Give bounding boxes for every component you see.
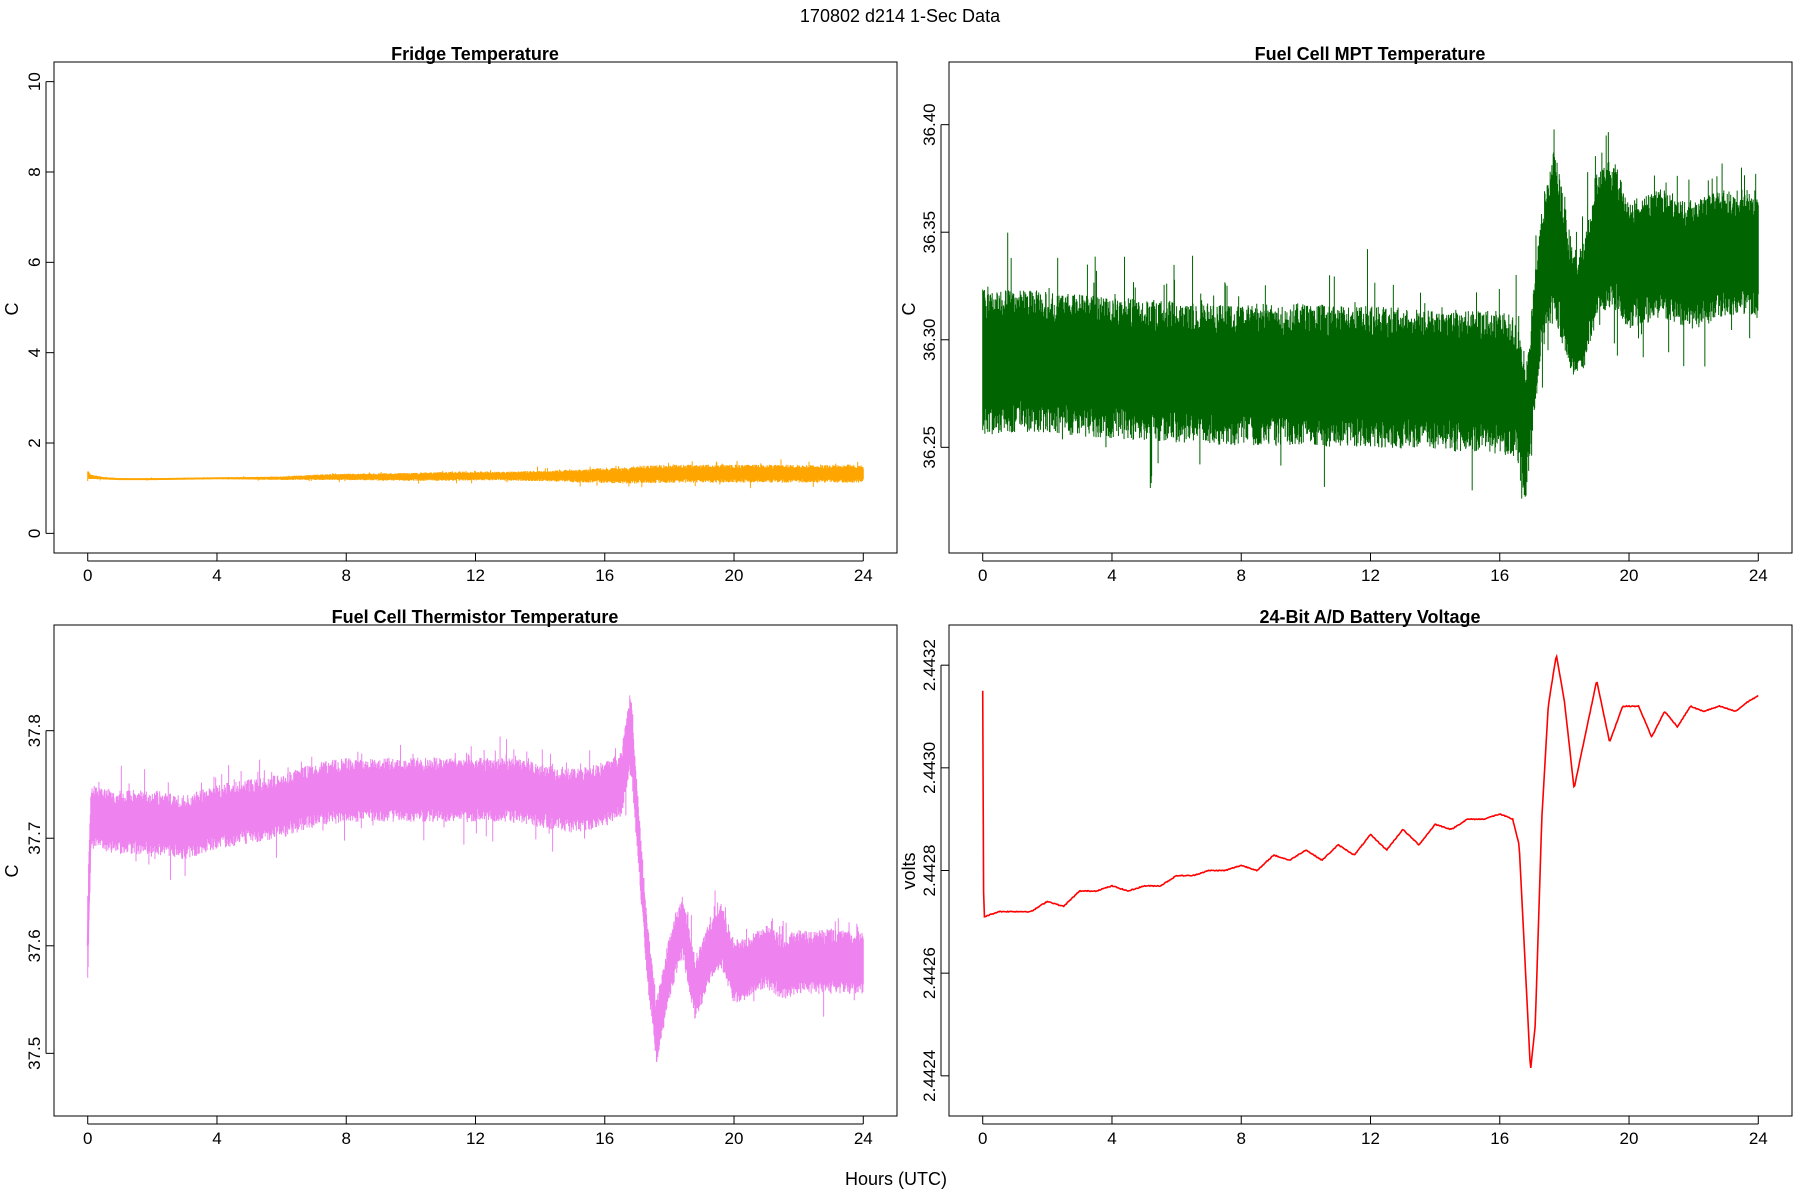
y-tick-label: 2.4428	[920, 845, 939, 897]
y-tick-label: 8	[25, 167, 44, 176]
y-tick-label: 4	[25, 348, 44, 357]
x-tick-label: 16	[1490, 566, 1509, 585]
x-tick-label: 20	[725, 566, 744, 585]
y-axis-label: volts	[899, 852, 919, 889]
series-center-line	[982, 231, 1759, 437]
series-band	[87, 695, 864, 1063]
plot-frame	[948, 624, 1793, 1117]
x-tick-label: 12	[1361, 1129, 1380, 1148]
x-tick-label: 16	[595, 566, 614, 585]
x-tick-label: 0	[83, 566, 92, 585]
plot-frame	[53, 624, 898, 1117]
x-tick-label: 16	[595, 1129, 614, 1148]
y-tick-label: 36.30	[920, 318, 939, 361]
panel-title: Fuel Cell MPT Temperature	[1255, 44, 1486, 64]
panel-battery-voltage: 24-Bit A/D Battery Voltage volts 0 4 8 12 16…	[899, 607, 1793, 1148]
x-tick-label: 4	[1107, 1129, 1116, 1148]
x-tick-label: 8	[1237, 1129, 1246, 1148]
y-tick-label: 37.7	[25, 822, 44, 855]
figure-title: 170802 d214 1-Sec Data	[800, 6, 1001, 26]
x-tick-label: 12	[466, 1129, 485, 1148]
y-tick-label: 36.25	[920, 426, 939, 469]
x-tick-label: 20	[1620, 566, 1639, 585]
series-band	[982, 129, 1759, 499]
panel-fuel-cell-thermistor-temperature: Fuel Cell Thermistor Temperature C 0 4 8 12…	[2, 607, 898, 1148]
y-axis-label: C	[899, 303, 919, 316]
x-tick-label: 20	[1620, 1129, 1639, 1148]
y-tick-label: 2.4430	[920, 742, 939, 794]
x-tick-label: 20	[725, 1129, 744, 1148]
x-tick-label: 8	[342, 566, 351, 585]
x-tick-label: 0	[83, 1129, 92, 1148]
x-tick-label: 4	[212, 1129, 221, 1148]
panel-title: Fridge Temperature	[391, 44, 559, 64]
panel-fuel-cell-mpt-temperature: Fuel Cell MPT Temperature C 0 4 8 12 16 20 24 3…	[899, 44, 1793, 585]
x-tick-label: 24	[1749, 1129, 1768, 1148]
x-tick-label: 0	[978, 1129, 987, 1148]
plot-frame	[948, 61, 1793, 554]
y-tick-label: 2.4424	[920, 1050, 939, 1102]
series-center-line	[87, 472, 864, 481]
x-axis-label: Hours (UTC)	[845, 1169, 947, 1189]
x-tick-label: 24	[854, 1129, 873, 1148]
y-axis-label: C	[2, 303, 22, 316]
y-tick-label: 10	[25, 72, 44, 91]
y-tick-label: 2	[25, 438, 44, 447]
y-tick-label: 36.35	[920, 211, 939, 254]
y-tick-label: 2.4426	[920, 947, 939, 999]
x-tick-label: 8	[342, 1129, 351, 1148]
panel-title: Fuel Cell Thermistor Temperature	[332, 607, 619, 627]
y-tick-label: 36.40	[920, 103, 939, 146]
x-tick-label: 8	[1237, 566, 1246, 585]
x-tick-label: 24	[1749, 566, 1768, 585]
x-tick-label: 4	[1107, 566, 1116, 585]
series-line	[981, 653, 1759, 1068]
x-tick-label: 0	[978, 566, 987, 585]
y-tick-label: 2.4432	[920, 639, 939, 691]
y-tick-label: 37.5	[25, 1037, 44, 1070]
panel-title: 24-Bit A/D Battery Voltage	[1259, 607, 1480, 627]
y-tick-label: 37.6	[25, 929, 44, 962]
y-tick-label: 6	[25, 258, 44, 267]
y-tick-label: 37.8	[25, 714, 44, 747]
x-tick-label: 12	[1361, 566, 1380, 585]
y-axis-label: C	[2, 865, 22, 878]
x-tick-label: 24	[854, 566, 873, 585]
y-tick-label: 0	[25, 529, 44, 538]
x-tick-label: 16	[1490, 1129, 1509, 1148]
x-tick-label: 4	[212, 566, 221, 585]
series-center-line	[86, 730, 864, 1033]
x-tick-label: 12	[466, 566, 485, 585]
